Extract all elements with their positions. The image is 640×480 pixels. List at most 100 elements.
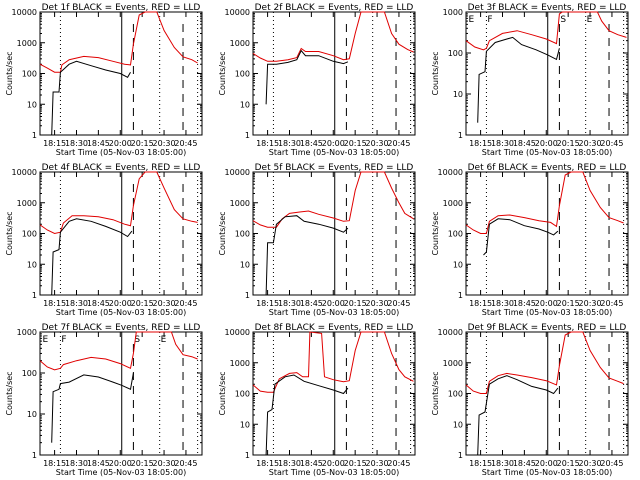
y-tick-label: 1000 — [230, 359, 250, 368]
x-tick-label: 18:30 — [278, 459, 301, 468]
phase-letter: S — [134, 335, 140, 345]
panel-title: Det 2f BLACK = Events, RED = LLD — [255, 3, 414, 13]
x-axis-label: Start Time (05-Nov-03 18:05:00) — [269, 468, 399, 477]
events-series-line — [51, 218, 133, 296]
y-tick-label: 10 — [453, 90, 463, 99]
x-tick-label: 18:30 — [65, 459, 88, 468]
x-tick-label: 18:45 — [513, 459, 536, 468]
events-series-line — [265, 49, 349, 105]
x-tick-label: 20:30 — [153, 299, 176, 308]
y-tick-label: 10 — [240, 100, 250, 109]
y-tick-label: 1000 — [443, 199, 463, 208]
y-tick-label: 10 — [27, 100, 37, 109]
events-series-line — [477, 36, 560, 123]
y-tick-label: 1 — [32, 291, 37, 300]
x-tick-label: 20:15 — [131, 299, 154, 308]
x-tick-label: 20:15 — [344, 459, 367, 468]
y-axis-label: Counts/sec — [218, 211, 227, 255]
x-tick-label: 18:45 — [87, 299, 110, 308]
y-axis-label: Counts/sec — [5, 211, 14, 255]
x-tick-label: 18:30 — [65, 139, 88, 148]
x-tick-label: 20:15 — [131, 459, 154, 468]
y-tick-label: 10000 — [438, 328, 463, 337]
x-tick-label: 18:30 — [65, 299, 88, 308]
y-tick-label: 10000 — [12, 168, 37, 177]
panel-det-1: Det 1f BLACK = Events, RED = LLD 1 10 100 10… — [5, 3, 203, 157]
panel-det-5: Det 5f BLACK = Events, RED = LLD 1 10 100 10… — [218, 163, 416, 317]
y-tick-label: 1 — [32, 451, 37, 460]
panel-det-7: Det 7f BLACK = Events, RED = LLD 1 10 100 10… — [5, 323, 203, 477]
y-tick-label: 1000 — [17, 328, 37, 337]
x-axis-label: Start Time (05-Nov-03 18:05:00) — [269, 308, 399, 317]
x-tick-label: 20:15 — [557, 139, 580, 148]
plot-frame — [465, 331, 629, 456]
lld-series-line — [465, 171, 624, 234]
lld-series-line — [39, 11, 198, 73]
y-tick-label: 100 — [448, 390, 463, 399]
y-tick-label: 1 — [245, 291, 250, 300]
y-tick-label: 1 — [32, 131, 37, 140]
x-tick-label: 20:15 — [131, 139, 154, 148]
x-tick-label: 20:00 — [322, 459, 345, 468]
plot-frame — [465, 171, 629, 296]
x-tick-label: 20:45 — [387, 299, 410, 308]
x-tick-label: 20:30 — [366, 459, 389, 468]
panel-det-6: Det 6f BLACK = Events, RED = LLD 1 10 100 10… — [431, 163, 629, 317]
y-tick-label: 100 — [235, 230, 250, 239]
y-tick-label: 1000 — [230, 199, 250, 208]
events-series-line — [483, 218, 559, 256]
y-axis-label: Counts/sec — [431, 211, 440, 255]
x-tick-label: 20:30 — [366, 139, 389, 148]
x-tick-label: 20:15 — [344, 299, 367, 308]
x-tick-label: 20:45 — [174, 139, 197, 148]
plot-frame — [39, 171, 203, 296]
x-tick-label: 18:45 — [300, 299, 323, 308]
y-axis-label: Counts/sec — [218, 371, 227, 415]
x-tick-label: 18:15 — [43, 139, 66, 148]
x-tick-label: 20:30 — [579, 459, 602, 468]
y-axis-label: Counts/sec — [431, 371, 440, 415]
x-tick-label: 20:30 — [366, 299, 389, 308]
x-tick-label: 18:15 — [256, 139, 279, 148]
x-tick-label: 18:45 — [87, 459, 110, 468]
x-tick-label: 20:45 — [600, 299, 623, 308]
x-tick-label: 18:15 — [469, 299, 492, 308]
events-series-line — [265, 215, 349, 296]
x-tick-label: 18:30 — [491, 139, 514, 148]
x-tick-label: 20:45 — [387, 139, 410, 148]
x-tick-label: 20:30 — [153, 139, 176, 148]
y-tick-label: 10000 — [438, 168, 463, 177]
x-axis-label: Start Time (05-Nov-03 18:05:00) — [56, 148, 186, 157]
x-tick-label: 20:45 — [600, 139, 623, 148]
y-tick-label: 1000 — [17, 39, 37, 48]
x-tick-label: 20:30 — [153, 459, 176, 468]
x-tick-label: 18:45 — [300, 459, 323, 468]
x-tick-label: 20:45 — [387, 459, 410, 468]
y-tick-label: 10 — [240, 260, 250, 269]
x-tick-label: 20:00 — [535, 459, 558, 468]
x-tick-label: 18:45 — [513, 139, 536, 148]
lld-series-line — [252, 171, 414, 228]
x-tick-label: 20:15 — [557, 299, 580, 308]
x-tick-label: 18:15 — [469, 139, 492, 148]
y-tick-label: 1 — [458, 291, 463, 300]
y-tick-label: 100 — [448, 230, 463, 239]
y-tick-label: 10000 — [225, 328, 250, 337]
y-tick-label: 100 — [22, 230, 37, 239]
x-tick-label: 20:30 — [579, 139, 602, 148]
y-tick-label: 10 — [453, 420, 463, 429]
y-tick-label: 100 — [22, 369, 37, 378]
y-tick-label: 10 — [240, 420, 250, 429]
x-axis-label: Start Time (05-Nov-03 18:05:00) — [482, 148, 612, 157]
x-tick-label: 18:45 — [87, 139, 110, 148]
y-axis-label: Counts/sec — [218, 51, 227, 95]
events-series-line — [51, 60, 131, 136]
x-tick-label: 20:00 — [535, 139, 558, 148]
panel-title: Det 7f BLACK = Events, RED = LLD — [42, 323, 201, 333]
x-tick-label: 20:00 — [109, 299, 132, 308]
y-tick-label: 1 — [245, 131, 250, 140]
panel-det-3: Det 3f BLACK = Events, RED = LLD 1 10 100 10… — [431, 3, 629, 157]
x-tick-label: 18:15 — [256, 459, 279, 468]
panel-title: Det 3f BLACK = Events, RED = LLD — [468, 3, 627, 13]
x-axis-label: Start Time (05-Nov-03 18:05:00) — [56, 308, 186, 317]
